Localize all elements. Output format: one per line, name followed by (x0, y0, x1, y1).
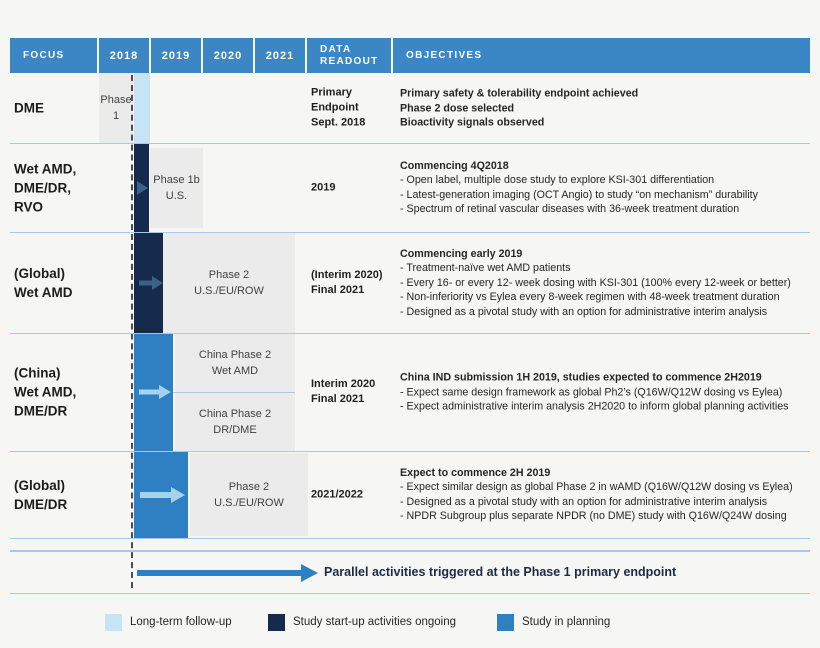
focus-label: DME (14, 100, 44, 116)
row-divider (10, 332, 810, 334)
phase-box: China Phase 2 DR/DME (175, 392, 295, 451)
progress-arrow-icon (137, 180, 148, 195)
objective-headline: Commencing early 2019 (400, 247, 523, 260)
objective-bullet: - Spectrum of retinal vascular diseases … (400, 203, 740, 215)
phase-box-divider (173, 391, 295, 393)
progress-arrowhead-icon (159, 385, 171, 399)
legend-label: Study in planning (522, 616, 611, 628)
row-divider (10, 231, 810, 233)
phase-box: Phase 1b U.S. (150, 148, 203, 228)
objective-headline: Commencing 4Q2018 (400, 159, 509, 172)
progress-arrow-icon (139, 280, 153, 285)
timeline-row-wetamd-dmedr-rvo: Phase 1b U.S. Wet AMD, DME/DR, RVO 2019 … (0, 143, 820, 232)
parallel-note-text: Parallel activities triggered at the Pha… (324, 565, 677, 579)
objective-bullet: - Expect similar design as global Phase … (400, 481, 793, 493)
focus-label: (Global) Wet AMD (14, 265, 73, 300)
data-readout-text: (Interim 2020) Final 2021 (311, 268, 383, 296)
legend-item-study-startup-ongoing: Study start-up activities ongoing (268, 613, 456, 631)
column-header-data-readout: DATA READOUT (307, 38, 391, 73)
data-readout-text: Interim 2020 Final 2021 (311, 378, 376, 405)
parallel-arrowhead-icon (301, 564, 318, 582)
phase-box: Phase 2 U.S./EU/ROW (190, 453, 308, 536)
objectives-block: Primary safety & tolerability endpoint a… (400, 86, 812, 130)
objectives-block: Commencing early 2019 - Treatment-naïve … (400, 246, 812, 319)
phase1-endpoint-dashed-line (131, 75, 133, 588)
phase-box: China Phase 2 Wet AMD (175, 333, 295, 392)
focus-label: (Global) DME/DR (14, 477, 68, 512)
column-header-2019: 2019 (151, 38, 201, 73)
column-header-2021: 2021 (255, 38, 305, 73)
objective-bullet: - Latest-generation imaging (OCT Angio) … (400, 188, 758, 201)
legend-swatch-navy (268, 613, 285, 631)
legend-item-long-term-follow-up: Long-term follow-up (105, 613, 232, 631)
objective-bullet: - Expect same design framework as global… (400, 385, 783, 398)
row-divider (10, 537, 810, 539)
objective-bullet: - Designed as a pivotal study with an op… (400, 305, 768, 318)
column-header-focus: FOCUS (10, 38, 97, 73)
objective-bullet: - Expect administrative interim analysis… (400, 400, 789, 413)
objective-headline: Primary safety & tolerability endpoint a… (400, 87, 639, 129)
focus-label: (China) Wet AMD, DME/DR (14, 365, 77, 419)
progress-arrowhead-icon (171, 486, 185, 503)
objective-headline: Expect to commence 2H 2019 (400, 466, 551, 479)
progress-arrowhead-icon (152, 275, 163, 290)
phase-box: Phase 2 U.S./EU/ROW (163, 232, 295, 333)
data-readout-text: Primary Endpoint Sept. 2018 (311, 86, 366, 129)
phase-box: Phase 1 (99, 73, 133, 143)
objective-bullet: - Open label, multiple dose study to exp… (400, 174, 715, 186)
objective-bullet: - Designed as a pivotal study with an op… (400, 495, 768, 508)
objective-bullet: - Every 16- or every 12- week dosing wit… (400, 276, 791, 289)
progress-arrow-icon (139, 389, 160, 395)
objectives-block: Commencing 4Q2018 - Open label, multiple… (400, 159, 812, 217)
column-header-objectives: OBJECTIVES (393, 38, 810, 73)
objective-headline: China IND submission 1H 2019, studies ex… (400, 371, 762, 384)
legend-swatch-midblue (497, 613, 514, 631)
legend-item-study-in-planning: Study in planning (497, 613, 610, 631)
timeline-row-global-wetamd: Phase 2 U.S./EU/ROW (Global) Wet AMD (In… (0, 232, 820, 333)
objectives-block: Expect to commence 2H 2019 - Expect simi… (400, 466, 812, 524)
focus-label: Wet AMD, DME/DR, RVO (14, 161, 77, 214)
objective-bullet: - Treatment-naïve wet AMD patients (400, 261, 571, 274)
legend-swatch-lightblue (105, 613, 122, 631)
row-divider (10, 450, 810, 452)
bar-long-term-follow-up (134, 73, 150, 143)
column-header-2018: 2018 (99, 38, 149, 73)
parallel-band-bottom-line (10, 592, 810, 594)
parallel-band-top-line (10, 550, 810, 552)
objectives-block: China IND submission 1H 2019, studies ex… (400, 370, 812, 414)
legend-label: Long-term follow-up (130, 616, 232, 628)
progress-arrow-icon (140, 491, 172, 498)
timeline-row-global-dmedr: Phase 2 U.S./EU/ROW (Global) DME/DR 2021… (0, 451, 820, 538)
timeline-row-china-wetamd-dmedr: China Phase 2 Wet AMD China Phase 2 DR/D… (0, 333, 820, 451)
data-readout-text: 2021/2022 (311, 488, 363, 500)
objective-bullet: - Non-inferiority vs Eylea every 8-week … (400, 290, 780, 303)
objective-bullet: - NPDR Subgroup plus separate NPDR (no D… (400, 510, 787, 522)
legend-label: Study start-up activities ongoing (293, 616, 457, 628)
parallel-arrow-icon (137, 570, 301, 576)
column-header-2020: 2020 (203, 38, 253, 73)
timeline-row-dme: Phase 1 DME Primary Endpoint Sept. 2018 … (0, 73, 820, 143)
data-readout-text: 2019 (311, 181, 336, 193)
row-divider (10, 142, 810, 144)
